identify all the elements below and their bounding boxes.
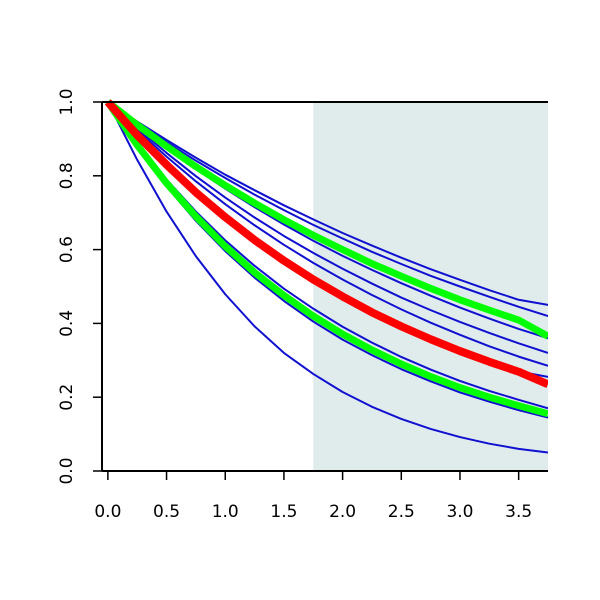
y-tick-label-2: 0.4 [57,310,77,337]
y-tick-label-0: 0.0 [57,457,77,484]
series-line-4 [107,101,548,354]
x-tick-label-0: 0.0 [94,502,121,522]
x-tick-label-1: 0.5 [153,502,180,522]
x-tick-label-7: 3.5 [505,502,532,522]
series-line-2 [107,101,548,317]
y-tick-label-1: 0.2 [57,384,77,411]
x-tick-label-6: 3.0 [446,502,473,522]
series-line-9 [106,101,548,454]
series-layer [104,99,548,454]
series-line-10 [105,99,548,340]
x-tick-label-4: 2.0 [329,502,356,522]
y-tick-label-5: 1.0 [57,88,77,115]
series-line-12 [104,99,548,388]
series-line-5 [107,101,548,367]
y-tick-label-3: 0.6 [57,236,77,263]
x-tick-label-5: 2.5 [388,502,415,522]
y-tick-label-4: 0.8 [57,162,77,189]
x-tick-label-2: 1.0 [212,502,239,522]
x-tick-label-3: 1.5 [270,502,297,522]
series-line-11 [104,100,548,418]
series-line-1 [107,101,548,306]
axes-layer: 0.0 0.5 1.0 1.5 2.0 2.5 3.0 3.5 0.0 0.2 0.4 0.6 0.8 1… [57,88,548,522]
